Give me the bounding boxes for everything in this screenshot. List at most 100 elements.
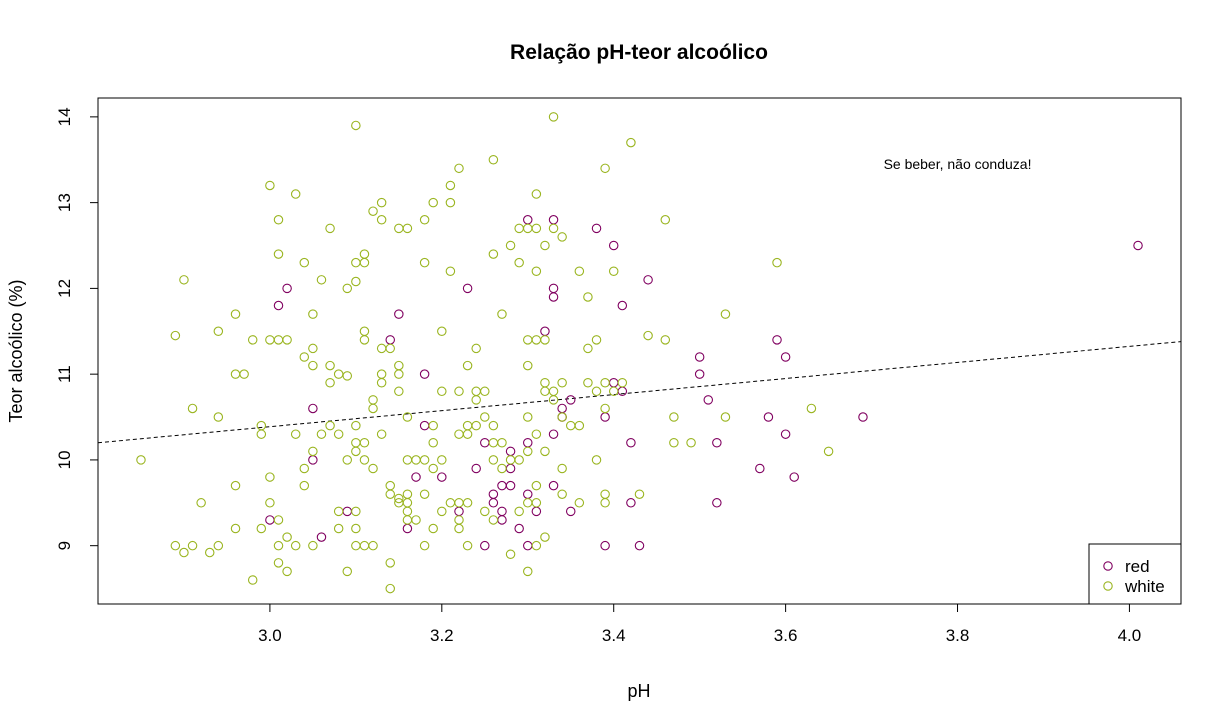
point-white [591, 335, 602, 345]
point-white [368, 463, 378, 474]
point-white [488, 455, 499, 465]
point-red [643, 275, 653, 285]
point-white [394, 493, 404, 504]
point-white [660, 215, 671, 225]
legend-label-white: white [1124, 577, 1165, 596]
point-red [694, 369, 705, 379]
point-red [548, 215, 559, 225]
point-white [213, 326, 224, 337]
point-red [282, 283, 292, 294]
point-white [359, 257, 370, 268]
point-white [583, 377, 593, 388]
point-white [290, 429, 301, 439]
point-red [557, 403, 567, 414]
point-white [187, 540, 198, 551]
point-white [471, 386, 481, 397]
point-red [600, 412, 610, 422]
point-white [531, 223, 542, 234]
point-red [497, 515, 507, 525]
y-tick-label: 9 [55, 541, 74, 550]
point-white [230, 369, 241, 379]
point-white [428, 463, 438, 474]
point-red [600, 540, 610, 551]
point-red [780, 429, 791, 439]
point-white [187, 403, 198, 414]
point-white [445, 266, 456, 276]
y-tick-label: 11 [55, 365, 74, 383]
point-white [523, 498, 533, 508]
point-white [488, 420, 499, 431]
point-white [454, 163, 464, 174]
point-white [239, 369, 249, 379]
point-white [462, 420, 473, 431]
point-red [548, 480, 559, 491]
point-white [428, 197, 438, 208]
point-white [230, 480, 241, 491]
point-white [282, 532, 292, 542]
point-red [608, 240, 619, 251]
point-white [471, 343, 481, 354]
point-red [265, 515, 275, 525]
point-white [265, 180, 275, 191]
point-red [523, 215, 533, 225]
point-white [359, 540, 370, 551]
point-white [600, 489, 610, 499]
point-white [368, 206, 378, 216]
point-white [419, 540, 430, 551]
point-white [308, 343, 318, 354]
point-white [454, 386, 464, 397]
point-red [497, 480, 507, 491]
point-white [600, 498, 610, 508]
point-white [376, 369, 387, 379]
point-red [471, 463, 481, 474]
point-white [402, 489, 413, 499]
point-white [523, 335, 533, 345]
point-white [523, 446, 533, 457]
point-white [170, 540, 181, 551]
point-red [565, 506, 576, 517]
chart-title: Relação pH-teor alcoólico [510, 41, 768, 64]
point-white [290, 189, 301, 199]
point-white [402, 223, 413, 234]
point-white [273, 335, 284, 345]
x-axis: 3.0 3.2 3.4 3.6 3.8 4.0 [258, 603, 1141, 645]
point-white [385, 480, 395, 491]
point-white [454, 429, 464, 439]
point-white [359, 335, 370, 345]
point-white [548, 112, 559, 122]
point-white [600, 163, 610, 174]
point-white [720, 309, 731, 319]
point-white [565, 420, 576, 431]
point-white [600, 377, 610, 388]
point-white [445, 180, 456, 191]
point-white [643, 330, 653, 341]
point-white [591, 386, 602, 397]
point-white [557, 489, 567, 499]
point-red [548, 292, 559, 302]
point-white [480, 386, 490, 397]
point-white [359, 438, 370, 448]
point-white [428, 438, 438, 448]
point-white [411, 515, 421, 525]
point-white [394, 386, 404, 397]
point-white [351, 523, 361, 534]
point-white [351, 506, 361, 517]
point-white [480, 506, 490, 517]
point-red [505, 463, 516, 474]
point-white [265, 335, 275, 345]
point-red [505, 446, 516, 457]
point-white [531, 498, 542, 508]
y-tick-label: 14 [55, 107, 74, 126]
point-red [703, 395, 714, 405]
point-red [402, 523, 413, 534]
x-tick-label: 3.6 [774, 626, 798, 645]
point-white [557, 463, 567, 474]
point-white [514, 506, 524, 517]
x-tick-label: 3.0 [258, 626, 282, 645]
point-red [772, 335, 782, 345]
point-white [419, 215, 430, 225]
point-white [523, 412, 533, 422]
point-red [273, 300, 284, 311]
point-white [505, 455, 516, 465]
point-red [394, 309, 404, 319]
